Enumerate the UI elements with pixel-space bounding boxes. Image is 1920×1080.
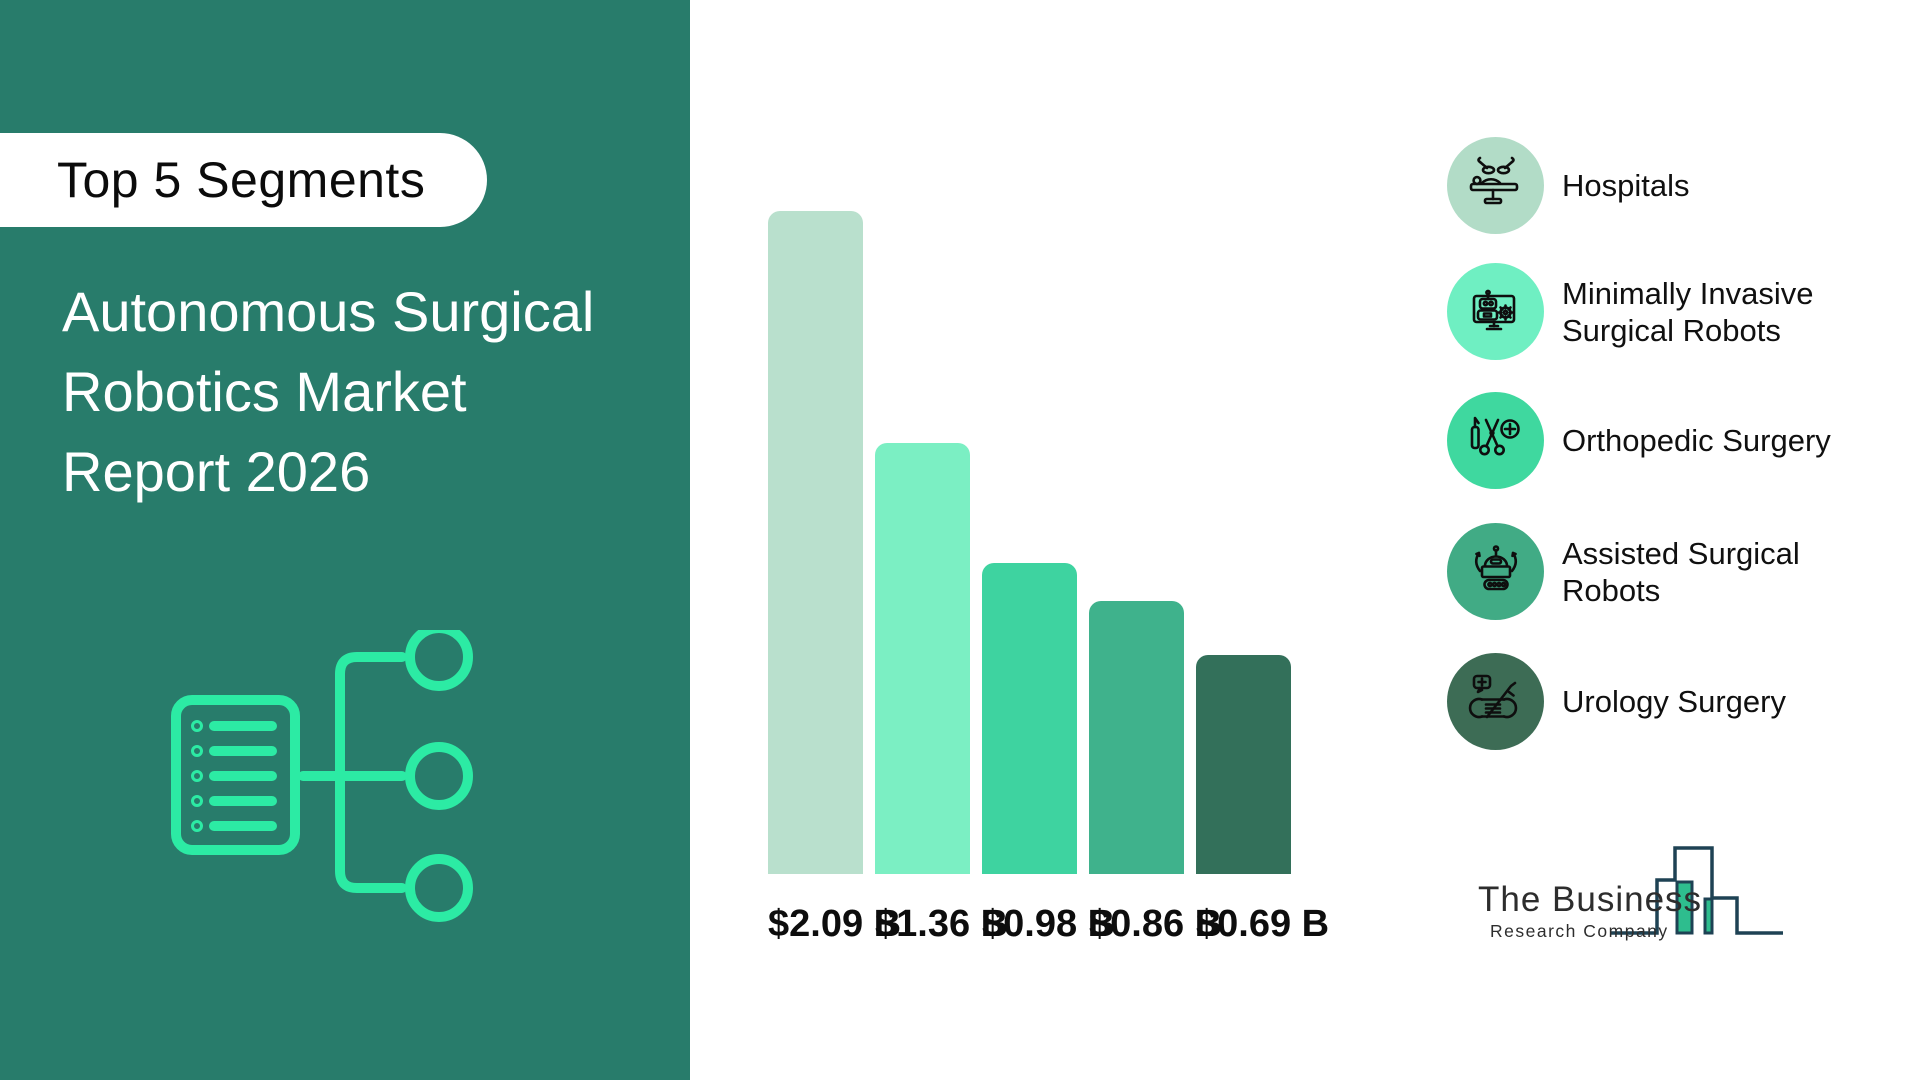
legend-label: Urology Surgery	[1562, 684, 1786, 719]
badge-pill: Top 5 Segments	[0, 133, 487, 227]
logo-subname: Research Company	[1490, 921, 1669, 941]
assisted-robot-icon	[1447, 523, 1544, 620]
bar-minimally-invasive-surgical-robots	[875, 442, 970, 874]
legend-item-hospitals: Hospitals	[1447, 137, 1852, 234]
legend-label: Assisted Surgical Robots	[1562, 535, 1800, 608]
bar-value-label: $1.36 B	[875, 903, 1009, 945]
legend-item-urology-surgery: Urology Surgery	[1447, 653, 1852, 750]
legend-label: Minimally Invasive Surgical Robots	[1562, 275, 1814, 348]
page-title-line-2: Robotics Market	[62, 360, 467, 423]
bar-chart	[768, 211, 1291, 874]
robot-monitor-icon	[1447, 263, 1544, 360]
logo-name: The Business	[1478, 880, 1703, 919]
legend-item-minimally-invasive-surgical-robots: Minimally Invasive Surgical Robots	[1447, 263, 1852, 360]
kidney-scalpel-icon	[1447, 653, 1544, 750]
document-tree-icon	[170, 623, 480, 940]
legend-item-orthopedic-surgery: Orthopedic Surgery	[1447, 392, 1852, 489]
legend-label: Hospitals	[1562, 168, 1690, 203]
page-title-line-3: Report 2026	[62, 440, 371, 503]
page-title-line-1: Autonomous Surgical	[62, 280, 595, 343]
bar-value-label: $0.69 B	[1196, 903, 1330, 945]
bar-hospitals	[768, 211, 863, 874]
sidebar: Top 5 Segments Autonomous Surgical Robot…	[0, 0, 690, 1080]
badge-text: Top 5 Segments	[57, 152, 426, 208]
bar-value-label: $0.98 B	[982, 903, 1116, 945]
company-logo-text: The Business Research Company	[1478, 880, 1702, 942]
legend-label: Orthopedic Surgery	[1562, 423, 1831, 458]
bar-value-label: $2.09 B	[768, 903, 902, 945]
legend-item-assisted-surgical-robots: Assisted Surgical Robots	[1447, 523, 1852, 620]
surgical-tools-icon	[1447, 392, 1544, 489]
bar-orthopedic-surgery	[982, 563, 1077, 874]
bar-urology-surgery	[1196, 655, 1291, 874]
bar-assisted-surgical-robots	[1089, 601, 1184, 874]
company-logo-skyline-icon	[1608, 845, 1786, 937]
page-title: Autonomous Surgical Robotics Market Repo…	[62, 272, 642, 512]
bar-value-labels: $2.09 B $1.36 B $0.98 B $0.86 B $0.69 B	[768, 903, 1330, 946]
bar-value-label: $0.86 B	[1089, 903, 1223, 945]
operating-table-icon	[1447, 137, 1544, 234]
